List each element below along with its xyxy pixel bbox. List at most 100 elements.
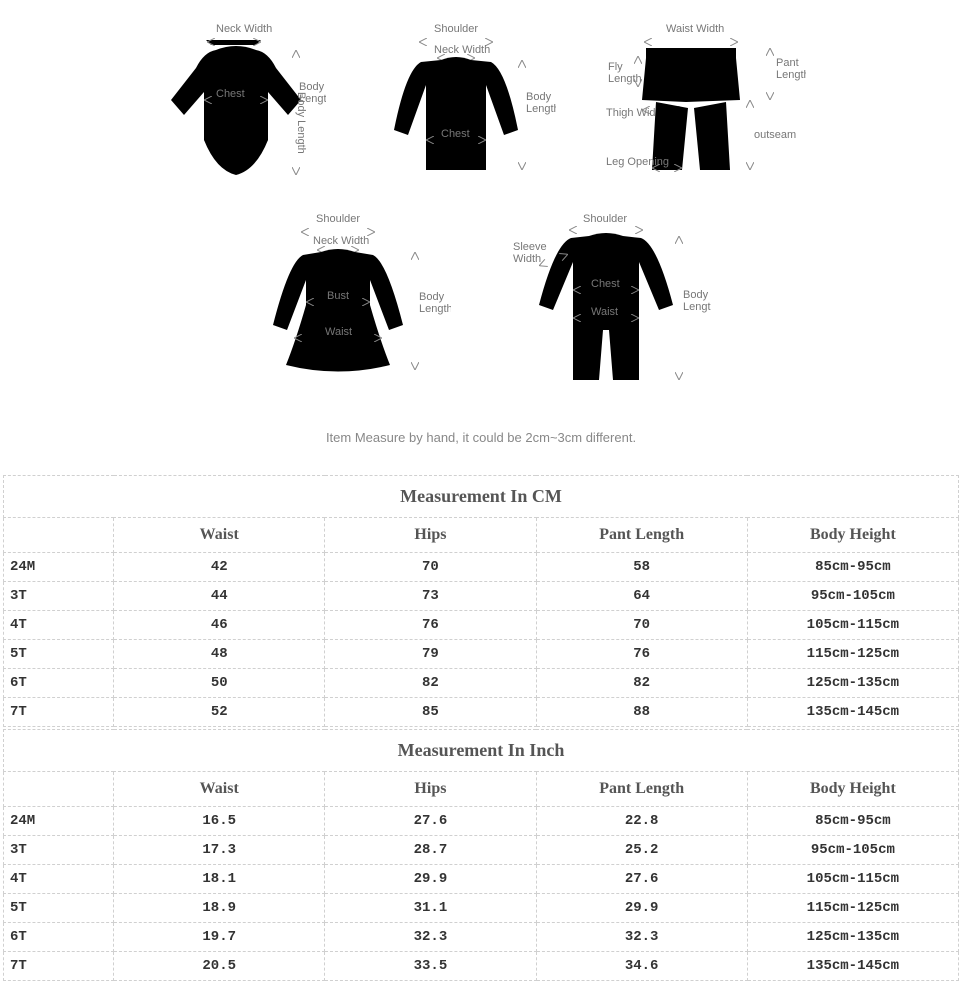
- svg-text:Length: Length: [419, 303, 451, 315]
- cell-value: 31.1: [325, 894, 536, 923]
- cell-value: 50: [114, 669, 325, 698]
- svg-text:Body: Body: [683, 289, 709, 301]
- size-table-inch: Measurement In Inch Waist Hips Pant Leng…: [3, 729, 959, 981]
- diagram-jumpsuit: Shoulder Sleeve Width Chest Waist Bod: [511, 210, 711, 400]
- cell-value: 79: [325, 640, 536, 669]
- cell-value: 85: [325, 698, 536, 727]
- label-chest2: Chest: [441, 128, 470, 140]
- label-neckwidth2: Neck Width: [434, 44, 490, 56]
- cell-value: 115cm-125cm: [747, 640, 958, 669]
- cell-value: 33.5: [325, 952, 536, 981]
- label-bust: Bust: [327, 290, 349, 302]
- table-row: 6T508282125cm-135cm: [4, 669, 959, 698]
- cell-value: 85cm-95cm: [747, 807, 958, 836]
- cell-value: 22.8: [536, 807, 747, 836]
- diagram-top: Shoulder Neck Width Chest Body Length: [376, 20, 556, 190]
- table-row: 3T44736495cm-105cm: [4, 582, 959, 611]
- cell-value: 95cm-105cm: [747, 582, 958, 611]
- cell-size: 7T: [4, 698, 114, 727]
- svg-text:Sleeve: Sleeve: [513, 241, 547, 253]
- table-row: 24M16.527.622.885cm-95cm: [4, 807, 959, 836]
- cell-value: 48: [114, 640, 325, 669]
- cell-value: 18.1: [114, 865, 325, 894]
- label-waistwidth: Waist Width: [666, 23, 724, 35]
- cell-value: 125cm-135cm: [747, 669, 958, 698]
- cell-size: 24M: [4, 807, 114, 836]
- cell-size: 6T: [4, 669, 114, 698]
- cell-value: 52: [114, 698, 325, 727]
- svg-text:Body: Body: [419, 291, 445, 303]
- svg-text:Body: Body: [526, 91, 552, 103]
- label-outseam: outseam: [754, 129, 796, 141]
- table-row: 7T528588135cm-145cm: [4, 698, 959, 727]
- col-pantlength: Pant Length: [536, 772, 747, 807]
- table-row: 5T487976115cm-125cm: [4, 640, 959, 669]
- cell-value: 25.2: [536, 836, 747, 865]
- cell-size: 7T: [4, 952, 114, 981]
- col-waist: Waist: [114, 518, 325, 553]
- col-waist: Waist: [114, 772, 325, 807]
- label-neckwidth: Neck Width: [216, 23, 272, 35]
- cell-size: 24M: [4, 553, 114, 582]
- table-row: 3T17.328.725.295cm-105cm: [4, 836, 959, 865]
- cell-size: 3T: [4, 836, 114, 865]
- cell-value: 105cm-115cm: [747, 611, 958, 640]
- svg-text:Length: Length: [299, 93, 326, 105]
- cell-value: 82: [325, 669, 536, 698]
- table-row: 7T20.533.534.6135cm-145cm: [4, 952, 959, 981]
- cell-value: 28.7: [325, 836, 536, 865]
- col-hips: Hips: [325, 772, 536, 807]
- cell-value: 16.5: [114, 807, 325, 836]
- svg-text:Length: Length: [776, 69, 806, 81]
- cell-value: 135cm-145cm: [747, 952, 958, 981]
- diagram-pants: Waist Width Fly Length Thigh Width Leg O…: [606, 20, 806, 190]
- label-shoulder3: Shoulder: [583, 213, 627, 225]
- cell-value: 64: [536, 582, 747, 611]
- cell-value: 125cm-135cm: [747, 923, 958, 952]
- table-row: 6T19.732.332.3125cm-135cm: [4, 923, 959, 952]
- diagram-dress: Shoulder Neck Width Bust Waist Body Leng…: [251, 210, 451, 390]
- label-waist2: Waist: [591, 306, 618, 318]
- cell-value: 44: [114, 582, 325, 611]
- cell-value: 29.9: [325, 865, 536, 894]
- cell-value: 18.9: [114, 894, 325, 923]
- svg-text:Width: Width: [513, 253, 541, 265]
- col-size: [4, 772, 114, 807]
- cell-value: 27.6: [325, 807, 536, 836]
- cell-size: 5T: [4, 640, 114, 669]
- label-shoulder2: Shoulder: [316, 213, 360, 225]
- cell-value: 19.7: [114, 923, 325, 952]
- diagram-bodysuit: Neck Width Chest Body Length Body Length: [156, 20, 326, 190]
- label-legopening: Leg Opening: [606, 156, 669, 168]
- label-chest: Chest: [216, 88, 245, 100]
- table-cm-title: Measurement In CM: [4, 476, 959, 518]
- cell-size: 4T: [4, 865, 114, 894]
- cell-value: 27.6: [536, 865, 747, 894]
- cell-value: 73: [325, 582, 536, 611]
- col-size: [4, 518, 114, 553]
- cell-size: 3T: [4, 582, 114, 611]
- cell-value: 42: [114, 553, 325, 582]
- cell-value: 76: [325, 611, 536, 640]
- col-hips: Hips: [325, 518, 536, 553]
- cell-size: 5T: [4, 894, 114, 923]
- svg-text:Length: Length: [608, 73, 642, 85]
- cell-value: 34.6: [536, 952, 747, 981]
- cell-value: 82: [536, 669, 747, 698]
- col-bodyheight: Body Height: [747, 518, 958, 553]
- svg-text:Body: Body: [299, 81, 325, 93]
- cell-value: 29.9: [536, 894, 747, 923]
- size-table-cm: Measurement In CM Waist Hips Pant Length…: [3, 475, 959, 727]
- cell-value: 32.3: [325, 923, 536, 952]
- cell-value: 115cm-125cm: [747, 894, 958, 923]
- cell-value: 70: [536, 611, 747, 640]
- cell-value: 58: [536, 553, 747, 582]
- label-shoulder: Shoulder: [434, 23, 478, 35]
- cell-value: 105cm-115cm: [747, 865, 958, 894]
- cell-value: 70: [325, 553, 536, 582]
- diagram-row-1: Neck Width Chest Body Length Body Length: [156, 20, 806, 190]
- cell-value: 135cm-145cm: [747, 698, 958, 727]
- label-chest3: Chest: [591, 278, 620, 290]
- table-row: 5T18.931.129.9115cm-125cm: [4, 894, 959, 923]
- svg-text:Length: Length: [683, 301, 711, 313]
